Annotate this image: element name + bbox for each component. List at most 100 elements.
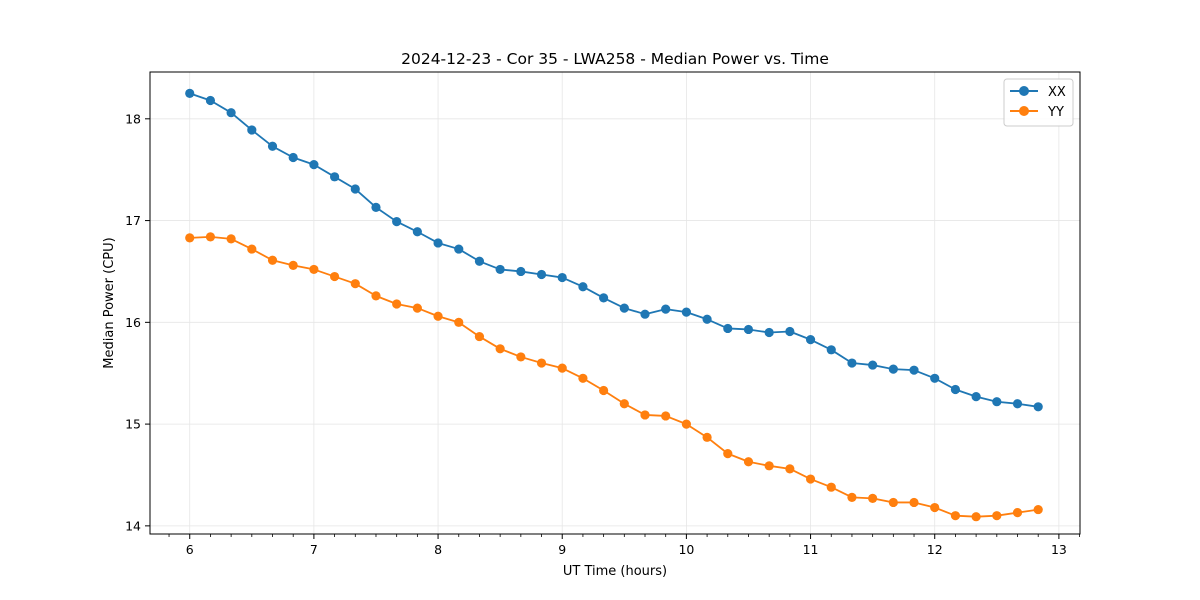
data-point-xx bbox=[350, 184, 360, 194]
y-tick-label: 17 bbox=[125, 213, 141, 228]
data-point-yy bbox=[909, 497, 919, 508]
data-point-xx bbox=[516, 266, 526, 277]
data-point-xx bbox=[599, 293, 609, 303]
data-point-yy bbox=[267, 255, 278, 265]
data-point-xx bbox=[743, 324, 754, 335]
data-point-yy bbox=[329, 271, 340, 282]
data-point-yy bbox=[764, 461, 774, 471]
data-point-xx bbox=[495, 264, 505, 275]
chart-title: 2024-12-23 - Cor 35 - LWA258 - Median Po… bbox=[401, 50, 829, 68]
data-point-yy bbox=[930, 502, 940, 513]
plot-frame bbox=[149, 71, 1081, 535]
x-tick-label: 6 bbox=[186, 542, 194, 557]
y-tick-label: 16 bbox=[125, 315, 141, 330]
data-point-yy bbox=[1033, 504, 1043, 515]
data-point-yy bbox=[392, 299, 402, 309]
data-point-yy bbox=[785, 464, 795, 474]
y-tick-label: 18 bbox=[125, 111, 141, 126]
x-tick-label: 10 bbox=[678, 542, 694, 557]
grid bbox=[150, 72, 1080, 534]
data-point-xx bbox=[950, 384, 961, 395]
data-point-xx bbox=[309, 160, 319, 170]
data-point-yy bbox=[599, 385, 609, 396]
data-point-yy bbox=[516, 352, 526, 362]
data-point-yy bbox=[371, 291, 381, 301]
x-tick-label: 9 bbox=[558, 542, 566, 557]
data-point-yy bbox=[826, 482, 836, 492]
data-point-xx bbox=[619, 303, 629, 313]
data-point-xx bbox=[640, 309, 650, 319]
data-point-yy bbox=[495, 344, 505, 354]
data-point-yy bbox=[536, 358, 547, 368]
data-point-xx bbox=[557, 272, 567, 283]
x-axis-label: UT Time (hours) bbox=[563, 564, 667, 579]
data-point-xx bbox=[371, 202, 381, 212]
data-point-yy bbox=[847, 492, 857, 502]
data-point-yy bbox=[868, 493, 878, 503]
legend-label-yy: YY bbox=[1047, 105, 1064, 120]
data-point-xx bbox=[785, 326, 795, 337]
data-point-yy bbox=[950, 511, 961, 521]
data-point-xx bbox=[205, 95, 216, 106]
data-point-yy bbox=[205, 232, 216, 242]
data-point-xx bbox=[1033, 402, 1043, 412]
data-point-xx bbox=[826, 345, 836, 355]
data-point-xx bbox=[329, 172, 340, 182]
data-point-xx bbox=[536, 269, 547, 280]
data-point-xx bbox=[1012, 399, 1023, 409]
data-point-xx bbox=[764, 327, 774, 338]
y-tick-label: 15 bbox=[125, 417, 141, 432]
x-tick-label: 11 bbox=[803, 542, 819, 557]
data-point-xx bbox=[681, 307, 691, 317]
data-point-xx bbox=[578, 282, 588, 292]
x-tick-label: 8 bbox=[434, 542, 442, 557]
x-tick-label: 12 bbox=[927, 542, 943, 557]
data-point-yy bbox=[578, 373, 588, 383]
x-tick-label: 7 bbox=[310, 542, 318, 557]
data-point-yy bbox=[971, 512, 981, 522]
data-point-yy bbox=[702, 432, 712, 442]
data-point-xx bbox=[392, 216, 402, 227]
data-point-yy bbox=[454, 317, 464, 327]
data-point-xx bbox=[847, 358, 857, 368]
legend-marker-yy bbox=[1019, 106, 1029, 116]
series-xx bbox=[185, 88, 1043, 412]
data-point-yy bbox=[619, 399, 629, 409]
data-point-yy bbox=[226, 234, 236, 244]
data-point-yy bbox=[412, 303, 422, 313]
data-point-yy bbox=[350, 279, 360, 289]
data-point-xx bbox=[868, 360, 878, 370]
data-point-xx bbox=[971, 392, 981, 402]
data-point-xx bbox=[267, 141, 278, 151]
data-point-yy bbox=[309, 264, 319, 275]
legend: XX YY bbox=[1003, 78, 1074, 127]
data-point-xx bbox=[185, 88, 195, 98]
data-point-xx bbox=[288, 152, 298, 163]
data-point-xx bbox=[702, 314, 712, 324]
data-point-yy bbox=[433, 311, 443, 321]
axes: 6 7 8 9 10 11 12 13 14 15 16 17 18 bbox=[125, 111, 1080, 557]
series-layer bbox=[185, 88, 1043, 522]
data-point-xx bbox=[661, 304, 671, 314]
data-point-yy bbox=[557, 363, 567, 373]
data-point-xx bbox=[412, 227, 422, 237]
data-point-yy bbox=[681, 419, 691, 429]
data-point-yy bbox=[185, 233, 195, 243]
legend-marker-xx bbox=[1019, 86, 1029, 96]
data-point-yy bbox=[805, 474, 816, 484]
data-point-xx bbox=[226, 108, 236, 118]
data-point-yy bbox=[743, 457, 754, 467]
x-tick-label: 13 bbox=[1051, 542, 1067, 557]
data-point-xx bbox=[805, 335, 816, 345]
data-point-yy bbox=[888, 497, 898, 508]
y-axis-label: Median Power (CPU) bbox=[102, 237, 117, 368]
legend-label-xx: XX bbox=[1048, 85, 1066, 100]
series-yy bbox=[185, 232, 1043, 522]
data-point-yy bbox=[661, 411, 671, 421]
y-tick-label: 14 bbox=[125, 518, 141, 533]
data-point-xx bbox=[992, 397, 1002, 407]
data-point-yy bbox=[992, 511, 1002, 521]
data-point-xx bbox=[888, 364, 898, 374]
data-point-yy bbox=[1012, 508, 1023, 518]
